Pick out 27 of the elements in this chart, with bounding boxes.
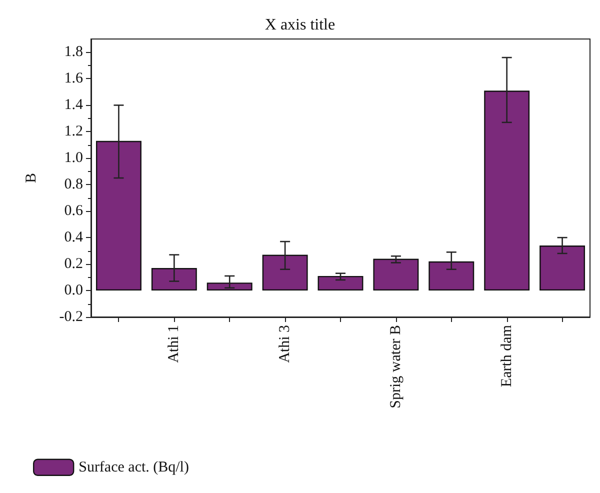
y-tick-label: 1.8 xyxy=(64,44,83,60)
bar xyxy=(373,258,419,291)
bar xyxy=(428,261,474,291)
bar xyxy=(151,268,197,291)
y-tick-label: 0.8 xyxy=(64,176,83,193)
x-tick-label: Earth dam xyxy=(498,324,515,388)
bar xyxy=(318,276,364,291)
legend-label: Surface act. (Bq/l) xyxy=(78,459,189,476)
y-tick-label: 1.4 xyxy=(64,97,84,114)
y-axis-title: B xyxy=(24,172,40,184)
y-tick-label: 1.2 xyxy=(64,124,83,140)
bar xyxy=(262,254,308,291)
y-tick-label: 0.6 xyxy=(64,203,84,220)
y-tick-label: 0.2 xyxy=(64,256,83,272)
y-tick-label: -0.2 xyxy=(59,309,83,325)
y-tick-label: 1.0 xyxy=(64,150,83,166)
y-tick-label: 0.0 xyxy=(64,282,83,299)
x-tick-label: Athi 1 xyxy=(166,325,182,363)
x-tick-label: Athi 3 xyxy=(277,325,294,363)
bar xyxy=(484,90,530,291)
y-tick-label: 0.4 xyxy=(64,230,84,246)
bar xyxy=(540,246,586,291)
y-tick-label: 1.6 xyxy=(64,70,84,87)
chart-title: X axis title xyxy=(264,16,336,34)
bar xyxy=(96,140,142,291)
bar xyxy=(206,282,252,291)
x-tick-label: Sprig water B xyxy=(388,325,404,408)
